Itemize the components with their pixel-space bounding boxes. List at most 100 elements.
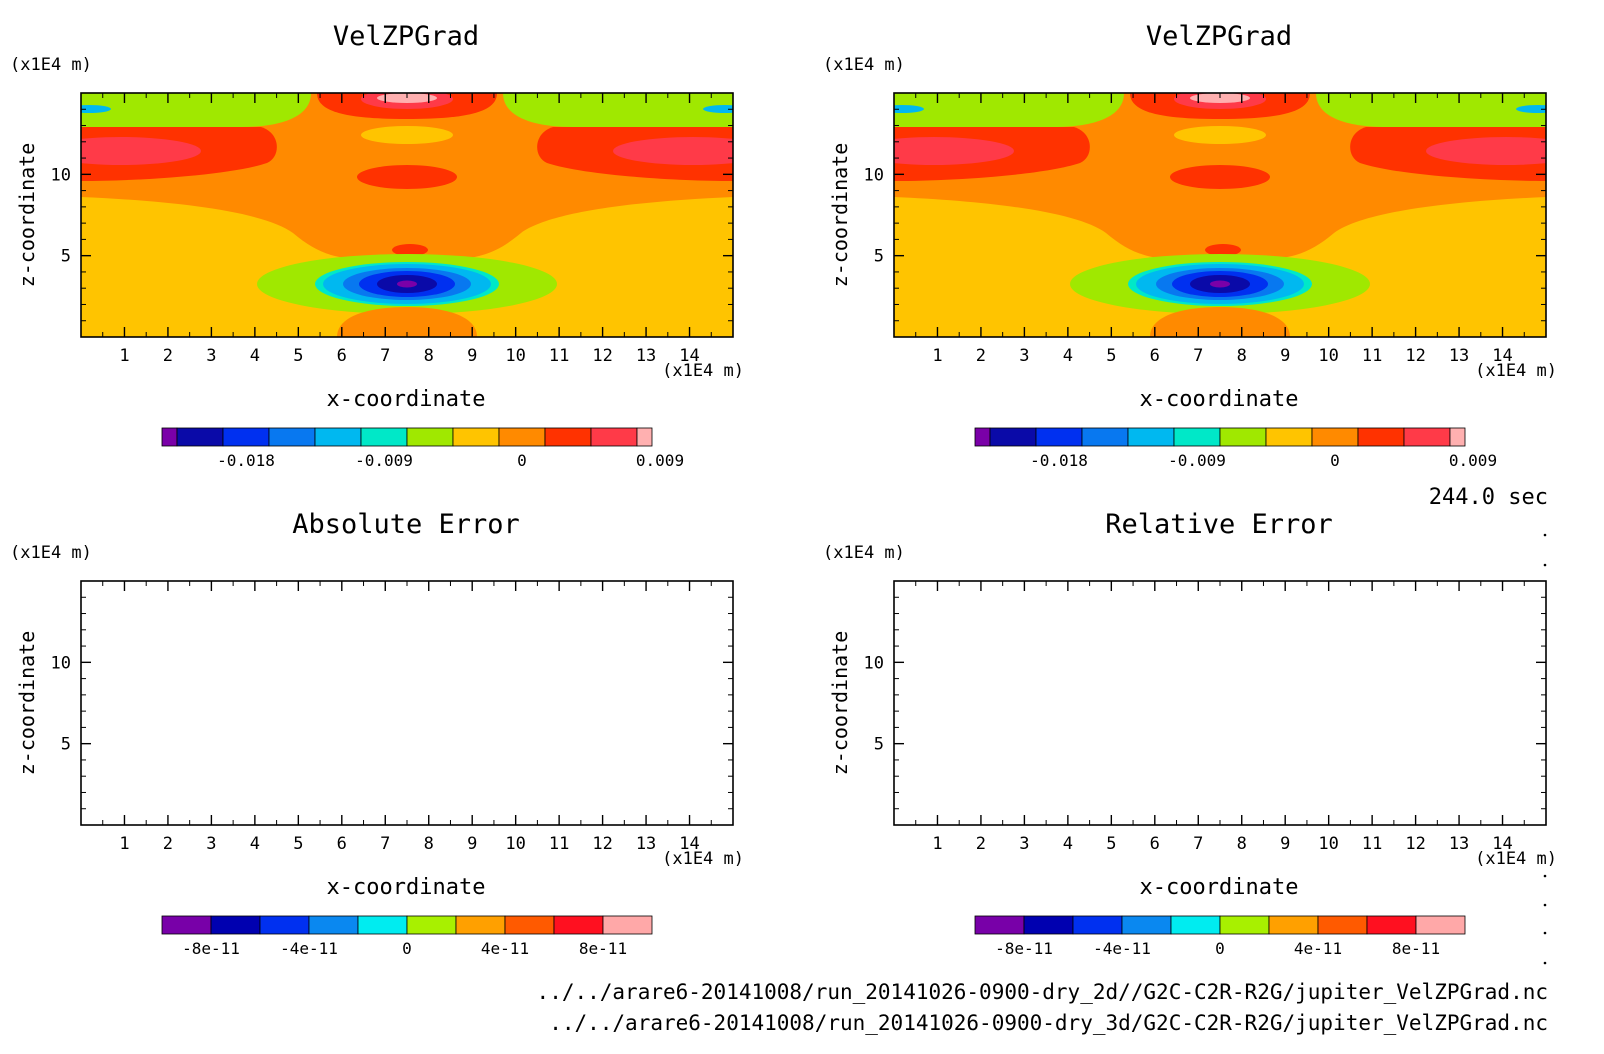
y-tick-label: 5 bbox=[61, 247, 71, 267]
y-tick-label: 5 bbox=[61, 735, 71, 755]
y-unit-label: (x1E4 m) bbox=[10, 55, 92, 75]
x-tick-label: 14 bbox=[1492, 346, 1512, 366]
contour-region bbox=[1170, 165, 1270, 189]
y-tick-label: 10 bbox=[864, 653, 884, 673]
colorbar-swatch bbox=[602, 915, 653, 935]
contour-region bbox=[894, 105, 924, 113]
colorbar-swatch bbox=[1023, 915, 1074, 935]
colorbar-tick-label: 4e-11 bbox=[481, 939, 529, 958]
time-label: 244.0 sec bbox=[1429, 485, 1548, 510]
contour-region bbox=[357, 165, 457, 189]
x-tick-label: 5 bbox=[1106, 346, 1116, 366]
x-tick-label: 2 bbox=[163, 346, 173, 366]
x-tick-label: 8 bbox=[424, 346, 434, 366]
contour-region bbox=[81, 137, 201, 165]
x-tick-label: 12 bbox=[592, 834, 612, 854]
contour-region bbox=[81, 93, 311, 127]
colorbar-swatch bbox=[504, 915, 555, 935]
x-tick-label: 8 bbox=[424, 834, 434, 854]
x-tick-label: 2 bbox=[976, 834, 986, 854]
contour-region bbox=[311, 93, 331, 127]
colorbar-swatch bbox=[1357, 427, 1405, 447]
x-tick-label: 13 bbox=[1449, 834, 1469, 854]
colorbar-swatch bbox=[1317, 915, 1368, 935]
colorbar-tick-label: 8e-11 bbox=[1392, 939, 1440, 958]
colorbar-swatch bbox=[1219, 427, 1267, 447]
x-tick-label: 11 bbox=[1362, 834, 1382, 854]
colorbar-swatch bbox=[161, 915, 212, 935]
contour-region bbox=[613, 137, 733, 165]
x-unit-label: (x1E4 m) bbox=[662, 849, 744, 869]
y-unit-label: (x1E4 m) bbox=[823, 55, 905, 75]
margin-dots bbox=[1543, 533, 1547, 965]
colorbar-swatch bbox=[357, 915, 408, 935]
contour-region bbox=[1210, 280, 1230, 288]
x-unit-label: (x1E4 m) bbox=[1475, 849, 1557, 869]
plot-frame bbox=[80, 580, 734, 826]
x-tick-label: 12 bbox=[592, 346, 612, 366]
x-tick-label: 1 bbox=[119, 346, 129, 366]
x-tick-label: 7 bbox=[1193, 834, 1203, 854]
colorbar-swatch bbox=[210, 915, 261, 935]
y-tick-label: 5 bbox=[874, 247, 884, 267]
colorbar-swatch bbox=[974, 915, 1025, 935]
x-tick-label: 13 bbox=[636, 346, 656, 366]
file-path-3d: ../../arare6-20141008/run_20141026-0900-… bbox=[549, 1011, 1548, 1035]
y-tick-label: 5 bbox=[874, 735, 884, 755]
contour-region bbox=[1426, 137, 1546, 165]
colorbar: -8e-11 -4e-11 0 4e-11 8e-11 bbox=[974, 915, 1466, 958]
y-axis-label: z-coordinate bbox=[828, 143, 852, 288]
contour-region bbox=[1174, 126, 1266, 144]
colorbar-tick-label: -0.018 bbox=[217, 451, 275, 470]
contour-region bbox=[1364, 93, 1546, 106]
x-unit-label: (x1E4 m) bbox=[1475, 361, 1557, 381]
x-tick-label: 6 bbox=[337, 346, 347, 366]
colorbar-swatch bbox=[161, 427, 178, 447]
contour-region bbox=[337, 307, 477, 337]
colorbar: -0.018 -0.009 0 0.009 bbox=[974, 427, 1497, 470]
contour-region bbox=[894, 93, 1124, 127]
y-unit-label: (x1E4 m) bbox=[10, 543, 92, 563]
y-axis-label: z-coordinate bbox=[15, 143, 39, 288]
colorbar-swatch bbox=[222, 427, 270, 447]
colorbar-swatch bbox=[1415, 915, 1466, 935]
contour-field bbox=[81, 93, 733, 337]
contour-region bbox=[551, 93, 733, 106]
colorbar-swatch bbox=[314, 427, 362, 447]
contour-region bbox=[1150, 307, 1290, 337]
contour-region bbox=[1124, 93, 1144, 127]
x-tick-label: 5 bbox=[1106, 834, 1116, 854]
y-unit-label: (x1E4 m) bbox=[823, 543, 905, 563]
x-tick-label: 9 bbox=[1280, 346, 1290, 366]
colorbar-swatch bbox=[455, 915, 506, 935]
x-tick-label: 8 bbox=[1237, 834, 1247, 854]
colorbar-swatch bbox=[1127, 427, 1175, 447]
x-axis-label: x-coordinate bbox=[327, 387, 486, 412]
x-tick-label: 1 bbox=[119, 834, 129, 854]
x-axis-label: x-coordinate bbox=[327, 875, 486, 900]
x-tick-label: 2 bbox=[163, 834, 173, 854]
x-tick-label: 9 bbox=[467, 834, 477, 854]
x-tick-label: 5 bbox=[293, 834, 303, 854]
colorbar-swatch bbox=[406, 915, 457, 935]
x-tick-label: 14 bbox=[679, 346, 699, 366]
plot-frame bbox=[893, 580, 1547, 826]
x-tick-label: 6 bbox=[337, 834, 347, 854]
x-tick-label: 11 bbox=[549, 346, 569, 366]
colorbar-tick-label: -4e-11 bbox=[1093, 939, 1151, 958]
colorbar: -0.018 -0.009 0 0.009 bbox=[161, 427, 684, 470]
colorbar-tick-label: 0 bbox=[517, 451, 527, 470]
x-tick-label: 11 bbox=[549, 834, 569, 854]
x-tick-label: 2 bbox=[976, 346, 986, 366]
x-tick-label: 12 bbox=[1405, 346, 1425, 366]
x-tick-label: 1 bbox=[932, 834, 942, 854]
x-tick-label: 9 bbox=[467, 346, 477, 366]
colorbar-swatch bbox=[1268, 915, 1319, 935]
chart-title: Relative Error bbox=[1105, 509, 1333, 540]
x-tick-label: 3 bbox=[1019, 346, 1029, 366]
x-tick-label: 6 bbox=[1150, 834, 1160, 854]
chart-title: Absolute Error bbox=[292, 509, 520, 540]
colorbar-swatch bbox=[1081, 427, 1129, 447]
